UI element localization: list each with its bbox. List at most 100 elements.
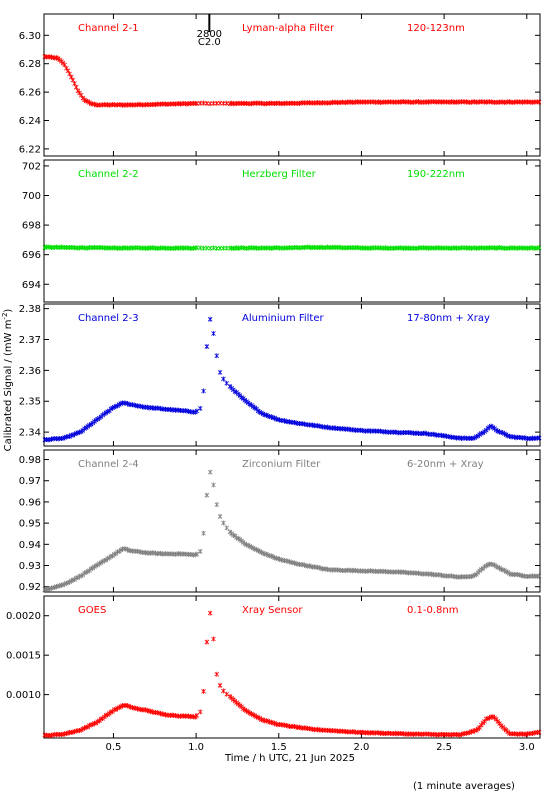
y-tick-label: 0.0010 xyxy=(6,690,41,701)
y-tick-label: 2.37 xyxy=(19,335,41,346)
panel-channel-label: Channel 2-4 xyxy=(78,459,139,470)
data-point xyxy=(211,482,216,488)
panel-channel-label: Channel 2-3 xyxy=(78,313,139,324)
panel-filter-label: Xray Sensor xyxy=(242,605,303,616)
data-point xyxy=(221,245,226,251)
y-tick-label: 0.97 xyxy=(19,476,41,487)
panel-5: 0.0010 0.0015 0.0020 GOES Xray Sensor 0.1-0.8… xyxy=(6,595,542,739)
data-point xyxy=(536,435,542,441)
data-point xyxy=(211,331,216,337)
panel-band-label: 120-123nm xyxy=(407,23,465,34)
y-tick-label: 0.98 xyxy=(19,455,41,466)
y-tick-label: 2.36 xyxy=(19,366,41,377)
y-tick-label: 2.35 xyxy=(19,397,41,408)
panel-4: 0.92 0.93 0.94 0.95 0.96 0.97 0.98 Channel 2-4 Z… xyxy=(19,449,542,593)
panel-band-label: 190-222nm xyxy=(407,169,465,180)
x-tick-label: 1.0 xyxy=(188,742,204,753)
flare-marker-label-bottom: C2.0 xyxy=(198,37,221,48)
data-point xyxy=(224,525,229,531)
panel-band-label: 0.1-0.8nm xyxy=(407,605,459,616)
panel-channel-label: GOES xyxy=(78,605,106,616)
y-tick-label: 6.22 xyxy=(19,144,41,155)
data-point xyxy=(224,691,229,697)
data-point xyxy=(207,610,213,616)
data-point xyxy=(217,245,223,251)
data-point xyxy=(194,408,200,414)
panel-filter-label: Herzberg Filter xyxy=(242,169,317,180)
data-point xyxy=(221,376,226,382)
panel-frame xyxy=(43,449,541,593)
panel-filter-label: Lyman-alpha Filter xyxy=(242,23,335,34)
data-series xyxy=(42,610,542,739)
flare-marker-label-top: 2800 xyxy=(197,29,222,40)
data-point xyxy=(217,682,223,688)
y-tick-label: 6.24 xyxy=(19,116,41,127)
data-point xyxy=(217,513,223,519)
data-point xyxy=(204,344,210,350)
y-tick-label: 0.93 xyxy=(19,561,41,572)
panel-band-label: 17-80nm + Xray xyxy=(407,313,490,324)
data-series xyxy=(42,316,542,443)
data-point xyxy=(211,636,216,642)
x-tick-label: 2.0 xyxy=(353,742,369,753)
y-axis-label-main: Calibrated Signal / (mW m xyxy=(3,320,14,452)
panel-frame xyxy=(43,303,541,447)
data-point xyxy=(211,245,216,251)
data-point xyxy=(214,671,220,677)
data-point xyxy=(536,99,542,105)
y-tick-label: 702 xyxy=(22,161,41,172)
data-point xyxy=(194,713,200,719)
y-axis-label-sup: -2 xyxy=(1,313,9,320)
data-point xyxy=(207,245,213,251)
data-point xyxy=(224,245,229,251)
y-tick-label: 2.34 xyxy=(19,428,41,439)
y-tick-label: 0.96 xyxy=(19,497,41,508)
y-tick-label: 0.92 xyxy=(19,582,41,593)
data-point xyxy=(217,369,223,375)
y-tick-label: 0.0020 xyxy=(6,611,41,622)
x-tick-label: 2.5 xyxy=(436,742,452,753)
y-tick-label: 696 xyxy=(22,250,41,261)
data-point xyxy=(197,405,203,411)
y-tick-label: 6.28 xyxy=(19,59,41,70)
data-point xyxy=(214,502,220,508)
y-axis-label: Calibrated Signal / (mW m-2) xyxy=(1,309,14,452)
data-point xyxy=(536,573,542,579)
data-point xyxy=(224,100,229,106)
data-series xyxy=(42,244,542,251)
x-tick-label: 1.5 xyxy=(271,742,287,753)
panel-3: 2.34 2.35 2.36 2.37 2.38 Channel 2-3 Aluminium… xyxy=(19,303,542,447)
x-axis-label: Time / h UTC, 21 Jun 2025 xyxy=(224,753,355,764)
panel-channel-label: Channel 2-1 xyxy=(78,23,139,34)
x-tick-label: 3.0 xyxy=(519,742,535,753)
y-tick-label: 0.0015 xyxy=(6,651,41,662)
y-tick-label: 2.38 xyxy=(19,304,41,315)
averaging-note: (1 minute averages) xyxy=(413,781,515,792)
panel-frame xyxy=(43,13,541,157)
data-point xyxy=(201,100,206,106)
data-point xyxy=(201,530,206,536)
data-point xyxy=(194,551,200,557)
data-point xyxy=(536,729,542,735)
data-point xyxy=(207,316,213,322)
y-tick-label: 6.26 xyxy=(19,88,41,99)
data-point xyxy=(197,548,203,554)
data-point xyxy=(204,639,210,645)
panel-filter-label: Zirconium Filter xyxy=(242,459,321,470)
data-point xyxy=(214,353,220,359)
y-tick-label: 0.95 xyxy=(19,519,41,530)
y-tick-label: 0.94 xyxy=(19,540,41,551)
data-series xyxy=(42,54,542,108)
panel-band-label: 6-20nm + Xray xyxy=(407,459,484,470)
y-axis-label-tail: ) xyxy=(3,309,14,313)
y-tick-label: 6.30 xyxy=(19,31,41,42)
y-tick-label: 700 xyxy=(22,191,41,202)
data-point xyxy=(536,245,542,251)
panel-channel-label: Channel 2-2 xyxy=(78,169,139,180)
panel-frame xyxy=(43,595,541,739)
data-point xyxy=(204,492,210,498)
x-tick-label: 0.5 xyxy=(105,742,121,753)
panel-1: 6.22 6.24 6.26 6.28 6.30 Channel 2-1 Lyman-alp… xyxy=(19,13,542,157)
panel-2: 694 696 698 700 702 Channel 2-2 Herzberg Filte… xyxy=(22,159,542,303)
